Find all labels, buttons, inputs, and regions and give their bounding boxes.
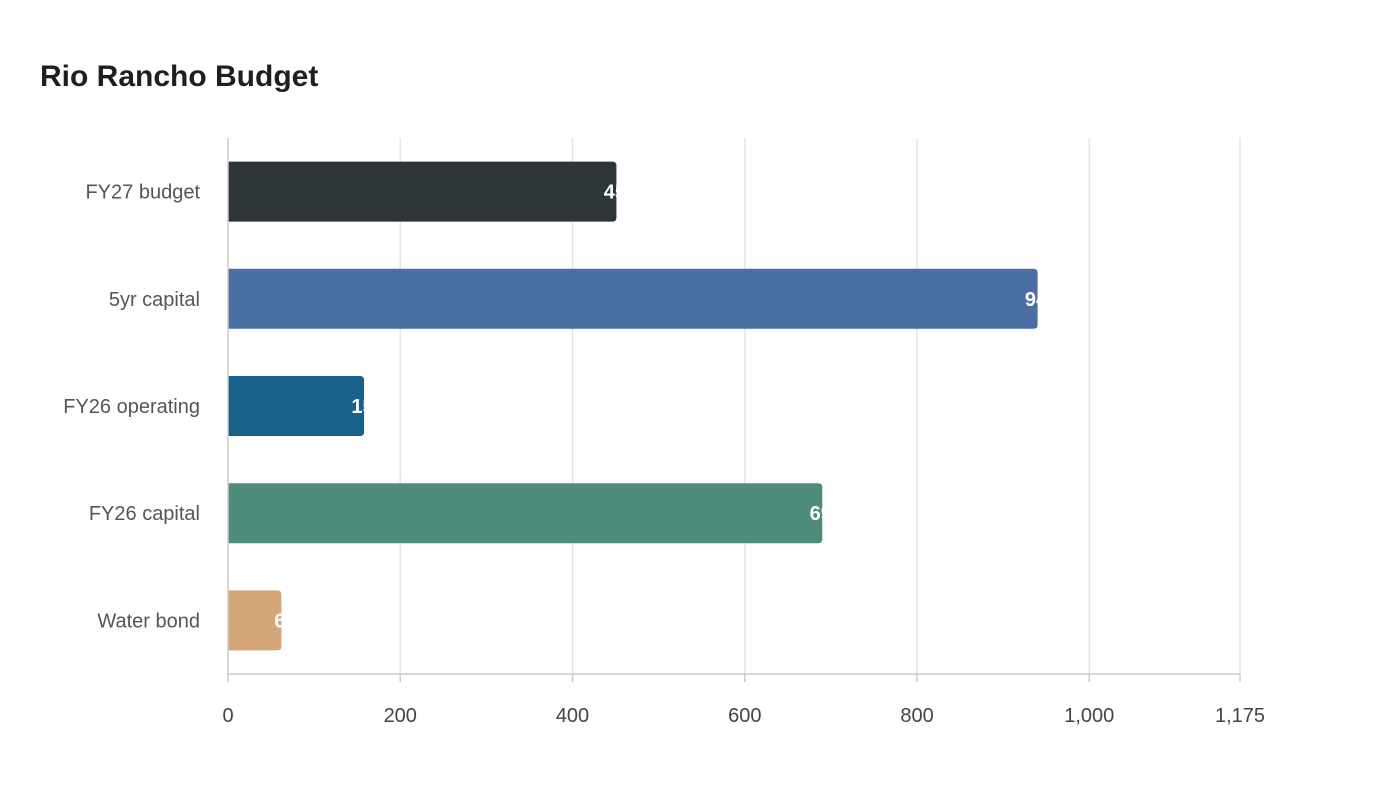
bar-fy27-budget	[228, 161, 617, 222]
bar-fy26-operating	[228, 376, 365, 436]
x-tick-label: 200	[384, 705, 417, 727]
category-label: FY26 capital	[89, 503, 200, 525]
axes: 0 200 400 600 800 1,000 1,175	[222, 138, 1265, 727]
category-label: FY26 operating	[63, 396, 200, 418]
bar-water-bond	[228, 590, 282, 651]
gridlines	[399, 138, 1241, 674]
x-tick-label: 600	[728, 705, 761, 727]
value-label: 940	[1025, 289, 1058, 311]
x-tick-label: 1,000	[1064, 705, 1114, 727]
x-tick-label: 1,175	[1215, 705, 1265, 727]
chart-title: Rio Rancho Budget	[40, 60, 319, 93]
x-tick-label: 800	[900, 705, 933, 727]
category-label: Water bond	[97, 610, 200, 632]
x-tick-label: 0	[222, 705, 233, 727]
category-label: FY27 budget	[85, 182, 200, 204]
value-label: 451	[604, 182, 637, 204]
labels: FY27 budget 451 5yr capital 940 FY26 operati…	[63, 182, 1058, 633]
value-label: 158	[351, 396, 384, 418]
bar-fy26-capital	[228, 483, 823, 544]
category-label: 5yr capital	[109, 289, 200, 311]
value-label: 690	[810, 503, 843, 525]
x-tick-label: 400	[556, 705, 589, 727]
bars	[228, 161, 1038, 651]
bar-5yr-capital	[228, 268, 1038, 329]
value-label: 62	[274, 610, 296, 632]
